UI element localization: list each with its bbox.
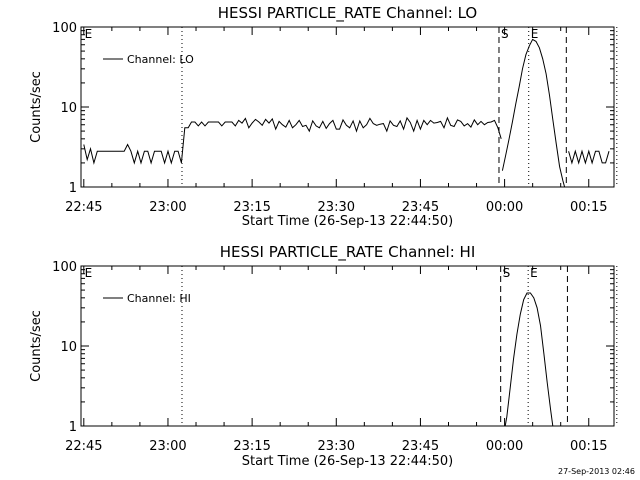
x-tick-label: 23:15: [233, 200, 270, 215]
x-tick-label: 23:45: [402, 200, 439, 215]
legend-label: Channel: LO: [127, 53, 194, 66]
panel-lo: HESSI PARTICLE_RATE Channel: LO 22:45 23:0…: [29, 4, 618, 229]
y-axis-label: Counts/sec: [29, 310, 44, 382]
x-tick-label: 23:30: [318, 439, 355, 454]
x-axis-label: Start Time (26-Sep-13 22:44:50): [242, 214, 453, 229]
x-tick-label: 22:45: [65, 200, 102, 215]
x-tick-label: 23:15: [233, 439, 270, 454]
x-tick-label: 22:45: [65, 439, 102, 454]
marker-label: E: [85, 27, 93, 41]
series-line: [504, 292, 554, 426]
legend-label: Channel: HI: [127, 292, 191, 305]
x-tick-label: 00:00: [486, 439, 523, 454]
y-tick-label: 1: [69, 181, 77, 196]
x-tick-label: 23:00: [149, 439, 186, 454]
footer-timestamp: 27-Sep-2013 02:46: [558, 467, 635, 476]
x-tick-label: 23:45: [402, 439, 439, 454]
y-tick-label: 10: [60, 340, 77, 355]
marker-label: S: [503, 266, 511, 280]
marker-label: S: [501, 27, 509, 41]
x-axis-label: Start Time (26-Sep-13 22:44:50): [242, 454, 453, 469]
chart-title: HESSI PARTICLE_RATE Channel: LO: [218, 4, 477, 23]
x-tick-label: 00:15: [570, 200, 607, 215]
plot-frame: [80, 265, 615, 427]
series-line: [501, 38, 566, 187]
x-tick-label: 23:00: [149, 200, 186, 215]
series-line: [568, 149, 610, 165]
x-tick-label: 00:15: [570, 439, 607, 454]
y-tick-label: 10: [60, 101, 77, 116]
marker-label: E: [530, 266, 538, 280]
plot-frame: [80, 26, 615, 188]
y-tick-label: 1: [69, 420, 77, 435]
x-tick-label: 23:30: [318, 200, 355, 215]
y-tick-label: 100: [52, 21, 77, 36]
y-axis-label: Counts/sec: [29, 71, 44, 143]
series-line: [83, 116, 502, 165]
marker-label: E: [85, 266, 93, 280]
x-tick-label: 00:00: [486, 200, 523, 215]
chart-title: HESSI PARTICLE_RATE Channel: HI: [220, 243, 476, 262]
y-tick-label: 100: [52, 260, 77, 275]
panel-hi: HESSI PARTICLE_RATE Channel: HI 22:45 23:0…: [29, 243, 618, 469]
marker-label: E: [531, 27, 539, 41]
